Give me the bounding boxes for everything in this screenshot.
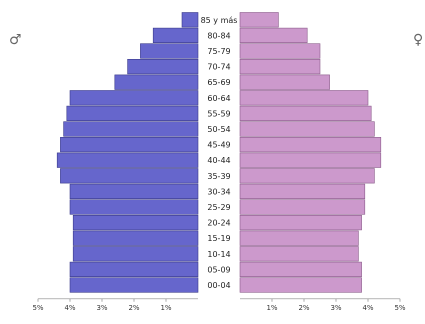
female-bar-00-04 <box>239 277 362 293</box>
female-bar-70-74 <box>239 58 321 75</box>
tick-label-left: 1% <box>160 304 171 312</box>
female-bar-60-64 <box>239 90 369 106</box>
female-bar-65-69 <box>239 74 330 90</box>
female-bars <box>239 12 382 293</box>
age-label-10-14: 10-14 <box>207 250 230 259</box>
age-label-00-04: 00-04 <box>207 281 230 290</box>
tick-label-right: 4% <box>362 304 373 312</box>
age-label-15-19: 15-19 <box>207 234 230 243</box>
male-bar-40-44 <box>56 152 199 168</box>
tick-label-right: 1% <box>266 304 277 312</box>
male-bar-45-49 <box>60 137 199 153</box>
tick-label-right: 2% <box>298 304 309 312</box>
tick-label-right: 5% <box>394 304 405 312</box>
age-label-70-74: 70-74 <box>207 63 230 72</box>
male-bar-00-04 <box>69 277 199 293</box>
age-label-35-39: 35-39 <box>207 172 230 181</box>
male-bar-85 y más <box>181 12 199 28</box>
male-bar-70-74 <box>127 58 199 75</box>
male-bars <box>56 12 199 293</box>
age-label-30-34: 30-34 <box>207 187 230 196</box>
male-bar-30-34 <box>69 183 199 200</box>
tick-label-right: 3% <box>330 304 341 312</box>
female-bar-40-44 <box>239 152 382 168</box>
female-bar-35-39 <box>239 168 375 184</box>
age-label-55-59: 55-59 <box>207 109 230 118</box>
female-bar-25-29 <box>239 199 366 215</box>
age-label-25-29: 25-29 <box>207 203 230 212</box>
male-bar-65-69 <box>114 74 199 90</box>
male-bar-35-39 <box>60 168 199 184</box>
age-label-85 y más: 85 y más <box>201 16 238 25</box>
female-symbol: ♀ <box>413 32 423 48</box>
age-label-50-54: 50-54 <box>207 125 230 134</box>
age-label-65-69: 65-69 <box>207 78 230 87</box>
female-bar-30-34 <box>239 183 366 200</box>
age-group-labels: 00-04 05-09 10-14 15-19 20-24 25-29 30-34 35-39… <box>201 16 238 290</box>
female-bar-10-14 <box>239 246 359 262</box>
age-label-60-64: 60-64 <box>207 94 230 103</box>
age-label-80-84: 80-84 <box>207 31 230 40</box>
age-label-20-24: 20-24 <box>207 219 230 228</box>
male-bar-80-84 <box>152 27 199 44</box>
age-label-05-09: 05-09 <box>207 265 230 274</box>
tick-label-left: 3% <box>96 304 107 312</box>
female-bar-15-19 <box>239 230 359 246</box>
male-bar-55-59 <box>66 105 199 121</box>
age-label-40-44: 40-44 <box>207 156 230 165</box>
male-bar-15-19 <box>72 230 199 246</box>
male-bar-75-79 <box>140 43 199 59</box>
male-bar-10-14 <box>72 246 199 262</box>
male-bar-50-54 <box>63 121 199 137</box>
female-bar-75-79 <box>239 43 321 59</box>
male-bar-20-24 <box>72 215 199 231</box>
female-bar-05-09 <box>239 261 362 278</box>
female-bar-80-84 <box>239 27 308 44</box>
tick-label-left: 5% <box>32 304 43 312</box>
x-axis: 5% 4% 3% 2% 1% 1% 2% 3% 4% 5% <box>32 298 406 312</box>
tick-label-left: 2% <box>128 304 139 312</box>
male-symbol: ♂ <box>9 32 22 48</box>
female-bar-50-54 <box>239 121 375 137</box>
female-bar-45-49 <box>239 137 382 153</box>
tick-label-left: 4% <box>64 304 75 312</box>
male-bar-25-29 <box>69 199 199 215</box>
female-bar-20-24 <box>239 215 362 231</box>
male-bar-60-64 <box>69 90 199 106</box>
male-bar-05-09 <box>69 261 199 278</box>
female-bar-85 y más <box>239 12 279 28</box>
age-label-75-79: 75-79 <box>207 47 230 56</box>
age-label-45-49: 45-49 <box>207 141 230 150</box>
female-bar-55-59 <box>239 105 372 121</box>
